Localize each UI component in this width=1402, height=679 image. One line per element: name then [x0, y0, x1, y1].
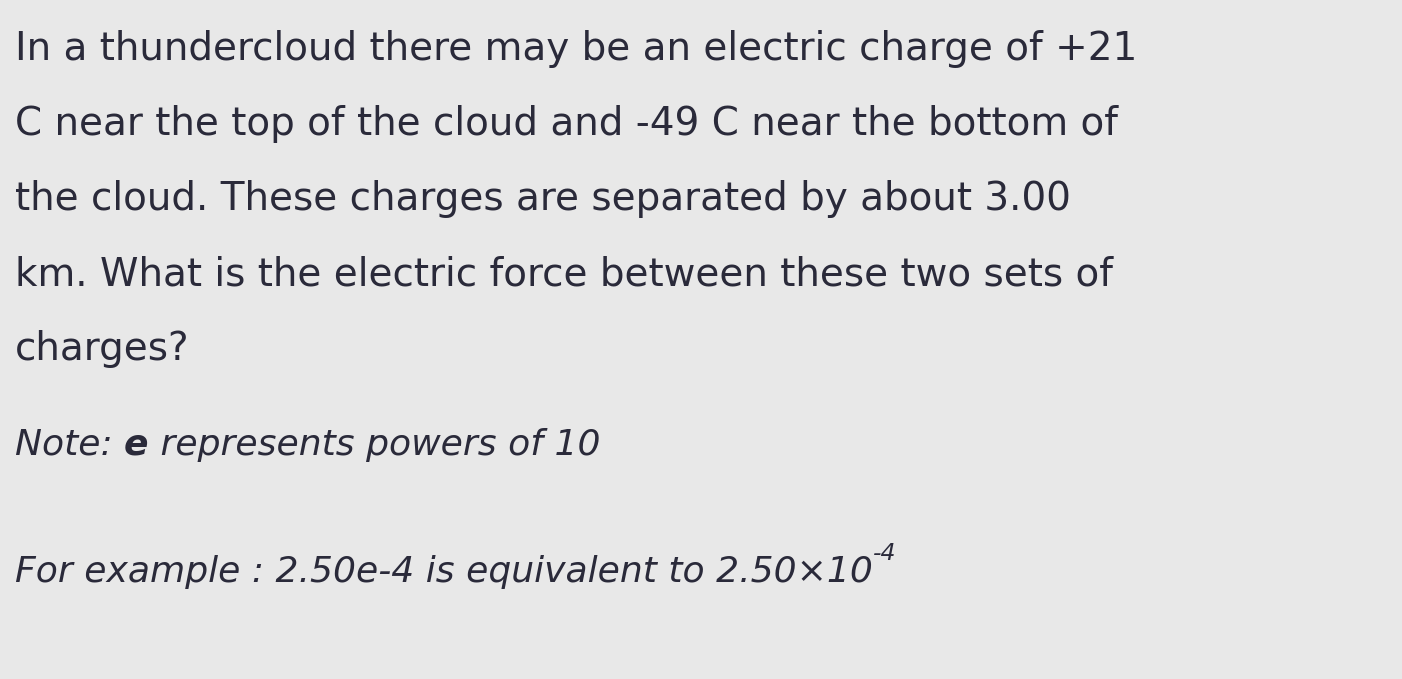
Text: Note:: Note: [15, 428, 125, 462]
Text: km. What is the electric force between these two sets of: km. What is the electric force between t… [15, 255, 1113, 293]
Text: charges?: charges? [15, 330, 189, 368]
Text: represents powers of 10: represents powers of 10 [149, 428, 600, 462]
Text: C near the top of the cloud and -49 C near the bottom of: C near the top of the cloud and -49 C ne… [15, 105, 1117, 143]
Text: For example : 2.50e-4 is equivalent to 2.50×10: For example : 2.50e-4 is equivalent to 2… [15, 555, 873, 589]
Text: In a thundercloud there may be an electric charge of +21: In a thundercloud there may be an electr… [15, 30, 1137, 68]
Text: -4: -4 [873, 542, 896, 565]
Text: the cloud. These charges are separated by about 3.00: the cloud. These charges are separated b… [15, 180, 1071, 218]
Text: e: e [125, 428, 149, 462]
